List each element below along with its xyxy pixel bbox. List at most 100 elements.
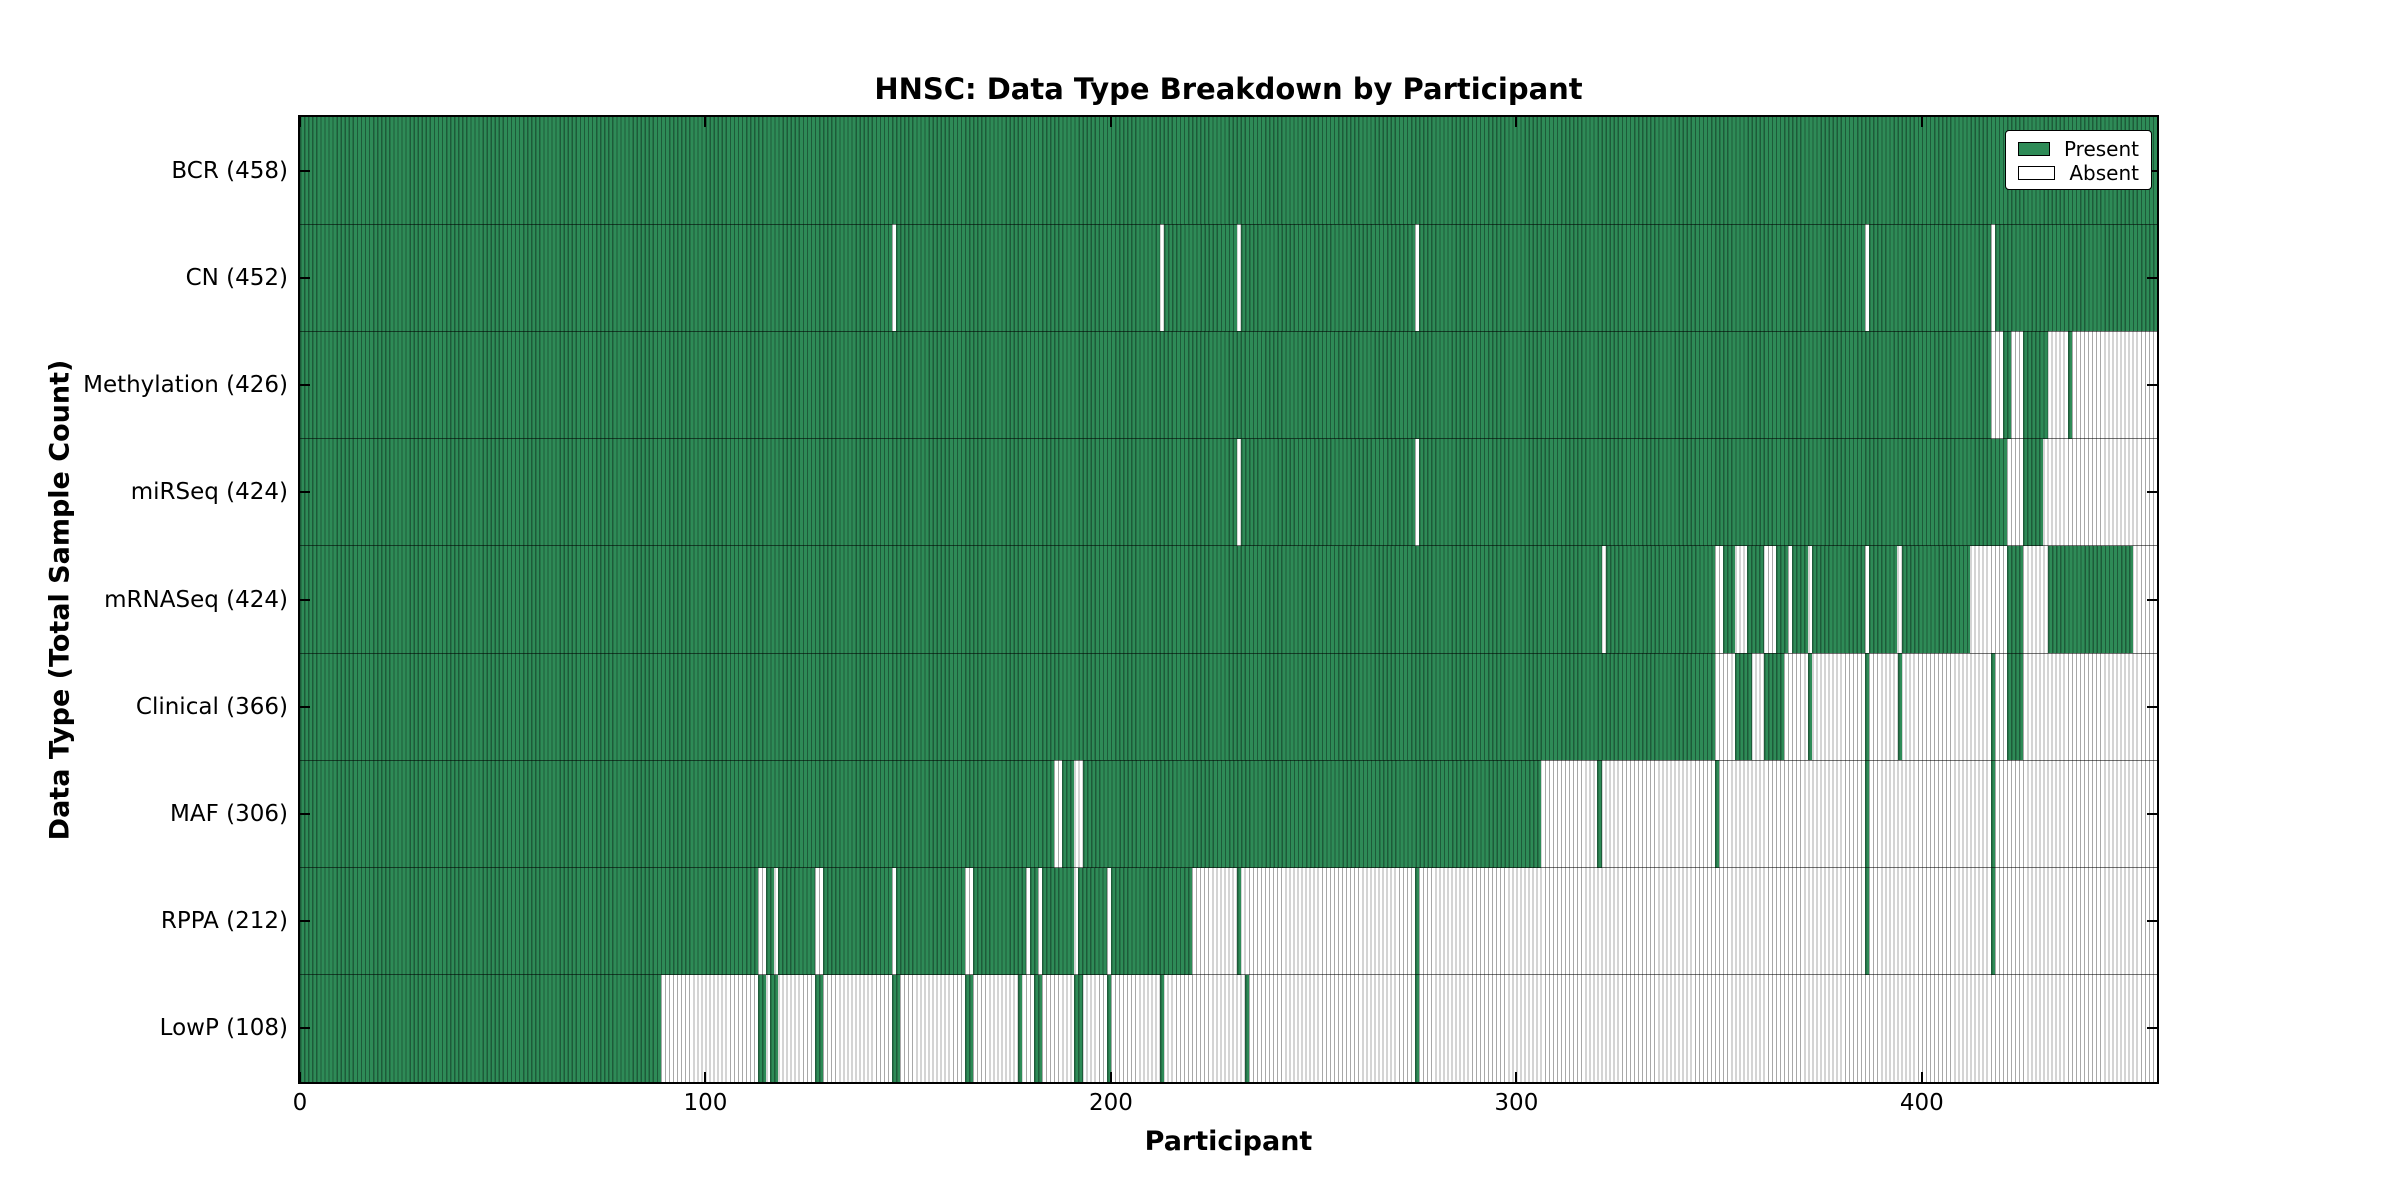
present-segment — [766, 867, 775, 975]
present-segment — [1865, 867, 1870, 975]
y-tick-label-methylation: Methylation (426) — [83, 372, 288, 399]
present-segment — [2006, 545, 2024, 654]
present-segment — [814, 974, 824, 1082]
present-segment — [1033, 974, 1042, 1082]
present-segment — [1106, 974, 1111, 1082]
present-segment — [770, 974, 779, 1082]
x-tick-label-0: 0 — [292, 1090, 308, 1116]
present-segment — [1082, 760, 1541, 868]
chart-title: HNSC: Data Type Breakdown by Participant — [874, 72, 1583, 106]
present-segment — [1244, 974, 1249, 1082]
present-segment — [1605, 545, 1716, 654]
present-segment — [300, 760, 1055, 868]
present-segment — [1240, 438, 1415, 546]
present-segment — [1723, 545, 1736, 654]
absent-swatch — [2018, 166, 2056, 180]
y-tick-label-clinical: Clinical (366) — [135, 693, 288, 720]
present-segment — [300, 438, 1237, 546]
present-segment — [1897, 653, 1902, 761]
present-segment — [300, 224, 892, 332]
legend-present-label: Present — [2063, 137, 2139, 161]
present-segment — [1812, 545, 1866, 654]
present-segment — [300, 653, 1716, 761]
present-segment — [1415, 974, 1420, 1082]
present-segment — [778, 867, 815, 975]
present-segment — [1735, 653, 1752, 761]
present-segment — [1017, 974, 1022, 1082]
present-swatch — [2018, 142, 2050, 156]
present-segment — [300, 867, 759, 975]
present-segment — [1159, 974, 1164, 1082]
present-segment — [891, 974, 901, 1082]
x-tick-label-400: 400 — [1899, 1090, 1944, 1116]
y-tick-label-lowp: LowP (108) — [159, 1015, 288, 1042]
present-segment — [2023, 438, 2044, 546]
present-segment — [1990, 760, 1995, 868]
present-segment — [300, 331, 1991, 439]
present-segment — [1869, 224, 1991, 332]
present-segment — [896, 867, 965, 975]
y-tick-label-rppa: RPPA (212) — [160, 908, 288, 935]
present-segment — [1419, 224, 1866, 332]
present-segment — [1792, 545, 1809, 654]
present-segment — [1236, 867, 1241, 975]
y-tick-label-maf: MAF (306) — [170, 800, 288, 827]
legend-item-absent: Absent — [2018, 161, 2139, 185]
row-bcr — [300, 117, 2157, 225]
present-segment — [1419, 438, 2007, 546]
x-tick-label-200: 200 — [1088, 1090, 1133, 1116]
present-segment — [964, 974, 974, 1082]
present-segment — [823, 867, 892, 975]
y-tick-label-mirseq: miRSeq (424) — [130, 479, 288, 506]
x-tick-label-300: 300 — [1494, 1090, 1539, 1116]
present-segment — [1029, 867, 1038, 975]
present-segment — [2067, 331, 2072, 439]
present-segment — [2023, 331, 2048, 439]
y-tick-label-mrnaseq: mRNASeq (424) — [104, 586, 288, 613]
row-mrnaseq — [300, 545, 2157, 654]
row-rppa — [300, 867, 2157, 975]
present-segment — [758, 974, 767, 1082]
present-segment — [896, 224, 1160, 332]
present-segment — [1747, 545, 1764, 654]
present-segment — [1869, 545, 1898, 654]
present-segment — [1240, 224, 1415, 332]
present-segment — [1715, 760, 1720, 868]
x-tick-label-100: 100 — [683, 1090, 728, 1116]
present-segment — [1415, 867, 1420, 975]
present-segment — [2006, 653, 2024, 761]
row-maf — [300, 760, 2157, 868]
row-cn — [300, 224, 2157, 332]
present-segment — [973, 867, 1026, 975]
present-segment — [1597, 760, 1602, 868]
present-segment — [1078, 867, 1107, 975]
present-segment — [1110, 867, 1192, 975]
x-axis-title: Participant — [1144, 1126, 1313, 1157]
present-segment — [1074, 974, 1083, 1082]
present-segment — [1062, 760, 1075, 868]
present-segment — [1990, 653, 1995, 761]
present-segment — [1865, 760, 1870, 868]
row-mirseq — [300, 438, 2157, 546]
present-segment — [300, 117, 2157, 225]
present-segment — [1163, 224, 1237, 332]
present-segment — [1901, 545, 1971, 654]
row-lowp — [300, 974, 2157, 1082]
present-segment — [1041, 867, 1075, 975]
present-segment — [1994, 224, 2157, 332]
legend-absent-label: Absent — [2069, 161, 2139, 185]
present-segment — [1775, 545, 1789, 654]
row-methylation — [300, 331, 2157, 439]
y-tick-label-bcr: BCR (458) — [171, 157, 288, 184]
present-segment — [1990, 867, 1995, 975]
present-segment — [300, 545, 1602, 654]
legend: Present Absent — [2005, 130, 2152, 190]
present-segment — [300, 974, 661, 1082]
row-clinical — [300, 653, 2157, 761]
present-segment — [1763, 653, 1784, 761]
present-segment — [1865, 653, 1870, 761]
present-segment — [2002, 331, 2012, 439]
present-segment — [1808, 653, 1813, 761]
